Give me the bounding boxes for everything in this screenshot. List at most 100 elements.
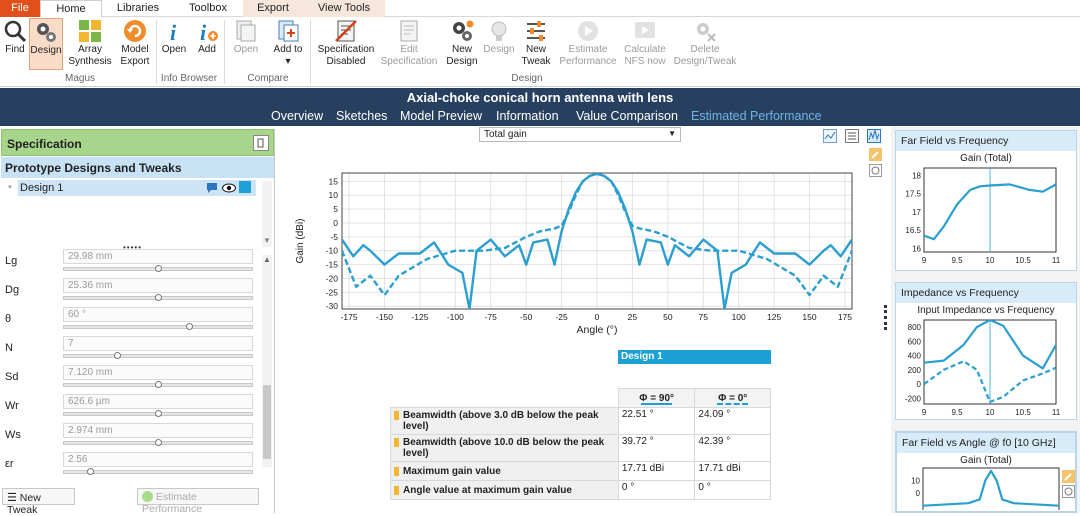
output-selector-dropdown[interactable]: Total gain ▼	[479, 127, 681, 142]
param-value-field[interactable]: 25.36 mm	[63, 278, 253, 293]
param-slider-knob[interactable]	[154, 294, 162, 301]
param-value-field[interactable]: 29.98 mm	[63, 249, 253, 264]
mini-y-tick: 16	[912, 244, 921, 253]
reset-view-icon-small[interactable]	[1062, 485, 1075, 498]
param-slider-knob[interactable]	[185, 323, 193, 330]
cell-phi0: 0 °	[694, 480, 771, 500]
menu-libraries[interactable]: Libraries	[116, 2, 160, 14]
param-slider-track[interactable]	[63, 325, 253, 329]
color-swatch[interactable]	[239, 181, 251, 193]
y-tick-label: 10	[329, 190, 339, 200]
y-tick-label: -20	[326, 273, 339, 283]
edit-spec-button[interactable]: Edit Specification	[379, 18, 439, 68]
x-tick-label: 25	[628, 312, 638, 322]
table-row: Angle value at maximum gain value 0 ° 0 °	[390, 480, 771, 500]
gain-vs-angle-thumb: 100	[911, 467, 1060, 513]
info-add-button[interactable]: i Add	[192, 18, 222, 56]
compare-open-button[interactable]: Open	[230, 18, 262, 56]
menu-toolbox[interactable]: Toolbox	[189, 2, 227, 14]
far-field-vs-angle-card[interactable]: Far Field vs Angle @ f0 [10 GHz] Gain (T…	[895, 431, 1077, 513]
model-export-button[interactable]: Model Export	[116, 18, 154, 68]
spec-disabled-button[interactable]: Specification Disabled	[315, 18, 377, 68]
param-row-1: Lg 29.98 mm	[0, 249, 262, 278]
info-add-icon: i	[200, 20, 218, 43]
title-bar: Axial-choke conical horn antenna with le…	[0, 88, 1080, 126]
estimate-performance-ribbon-button[interactable]: Estimate Performance	[558, 18, 618, 68]
splitter-handle[interactable]: •••••	[123, 243, 143, 252]
mini-y-tick: 18	[912, 171, 921, 180]
param-slider-knob[interactable]	[154, 410, 162, 417]
play-icon	[578, 21, 598, 41]
y-axis-label: Gain (dBi)	[295, 218, 306, 263]
param-label: εr	[5, 458, 14, 470]
mini-x-tick: 10	[986, 408, 995, 417]
mini-series-line	[924, 320, 1056, 370]
add-to-button[interactable]: Add to ▾	[272, 18, 304, 68]
table-row: Maximum gain value 17.71 dBi 17.71 dBi	[390, 461, 771, 481]
reset-view-icon[interactable]	[869, 164, 882, 177]
group-design-label: Design	[511, 73, 543, 84]
mini-y-tick: 200	[908, 366, 922, 375]
group-info-label: Info Browser	[160, 73, 218, 84]
menu-export[interactable]: Export	[243, 0, 303, 17]
param-slider-knob[interactable]	[154, 265, 162, 272]
param-value-field[interactable]: 2.56	[63, 452, 253, 467]
spec-toggle-icon[interactable]	[253, 135, 269, 151]
right-splitter-handle[interactable]	[884, 305, 887, 330]
y-tick-label: -30	[326, 301, 339, 311]
params-scrollbar[interactable]: ▲	[262, 255, 272, 467]
new-tweak-button[interactable]: ☰ New Tweak	[2, 488, 75, 516]
menu-file[interactable]: File	[0, 0, 40, 17]
new-design-button[interactable]: New Design	[444, 18, 480, 68]
param-slider-knob[interactable]	[154, 381, 162, 388]
param-slider-knob[interactable]	[86, 468, 94, 475]
mini-x-tick: 10.5	[1015, 256, 1031, 265]
specification-header[interactable]: Specification	[1, 129, 274, 156]
param-value-field[interactable]: 7.120 mm	[63, 365, 253, 380]
comment-icon[interactable]	[206, 182, 218, 194]
tab-sketches[interactable]: Sketches	[336, 109, 388, 123]
table-view-icon[interactable]	[845, 129, 859, 143]
performance-table: Φ = 90° Φ = 0° Beamwidth (above 3.0 dB b…	[390, 388, 771, 500]
array-synthesis-button[interactable]: Array Synthesis	[66, 18, 114, 68]
param-label: Sd	[5, 371, 19, 383]
design-list-item[interactable]: Design 1	[18, 180, 256, 196]
highlight-pen-icon[interactable]	[869, 148, 882, 161]
param-slider-track[interactable]	[63, 354, 253, 358]
param-value-field[interactable]: 7	[63, 336, 253, 351]
eye-icon[interactable]	[222, 183, 236, 193]
param-value-field[interactable]: 2.974 mm	[63, 423, 253, 438]
tab-value-comparison[interactable]: Value Comparison	[576, 109, 678, 123]
new-tweak-ribbon-button[interactable]: New Tweak	[519, 18, 553, 68]
param-slider-knob[interactable]	[154, 439, 162, 446]
design-list-scrollbar[interactable]: ▼	[262, 181, 272, 247]
param-slider-track[interactable]	[63, 470, 253, 474]
far-field-vs-frequency-card[interactable]: Far Field vs Frequency Gain (Total) 18 17…	[895, 130, 1077, 271]
ribbon: Find Design Array Synthesis Model Export…	[0, 17, 1080, 87]
mini-y-tick: 10	[911, 477, 920, 486]
param-value-field[interactable]: 626.6 µm	[63, 394, 253, 409]
estimate-performance-button[interactable]: Estimate Performance	[137, 488, 259, 515]
plot-view-icon[interactable]	[867, 129, 881, 143]
calc-nfs-button[interactable]: Calculate NFS now	[622, 18, 668, 68]
find-button[interactable]: Find	[2, 18, 28, 56]
mini-series-line	[924, 183, 1056, 241]
param-value-field[interactable]: 60 °	[63, 307, 253, 322]
param-slider-knob[interactable]	[114, 352, 122, 359]
tab-information[interactable]: Information	[496, 109, 559, 123]
menu-view-tools[interactable]: View Tools	[303, 0, 385, 17]
design-bulb-button[interactable]: Design	[482, 18, 516, 56]
tab-model-preview[interactable]: Model Preview	[400, 109, 482, 123]
tab-estimated-performance[interactable]: Estimated Performance	[691, 109, 822, 123]
impedance-vs-frequency-card[interactable]: Impedance vs Frequency Input Impedance v…	[895, 282, 1077, 420]
tab-overview[interactable]: Overview	[271, 109, 324, 123]
design-mode-button[interactable]: Design	[29, 18, 63, 70]
menu-home[interactable]: Home	[40, 0, 102, 18]
mini-series-line	[924, 360, 1056, 404]
chart-view-icon[interactable]	[823, 129, 837, 143]
svg-text:i: i	[200, 20, 207, 43]
info-open-button[interactable]: i Open	[161, 20, 187, 55]
delete-design-button[interactable]: Delete Design/Tweak	[672, 18, 738, 68]
highlight-pen-icon-small[interactable]	[1062, 470, 1075, 483]
